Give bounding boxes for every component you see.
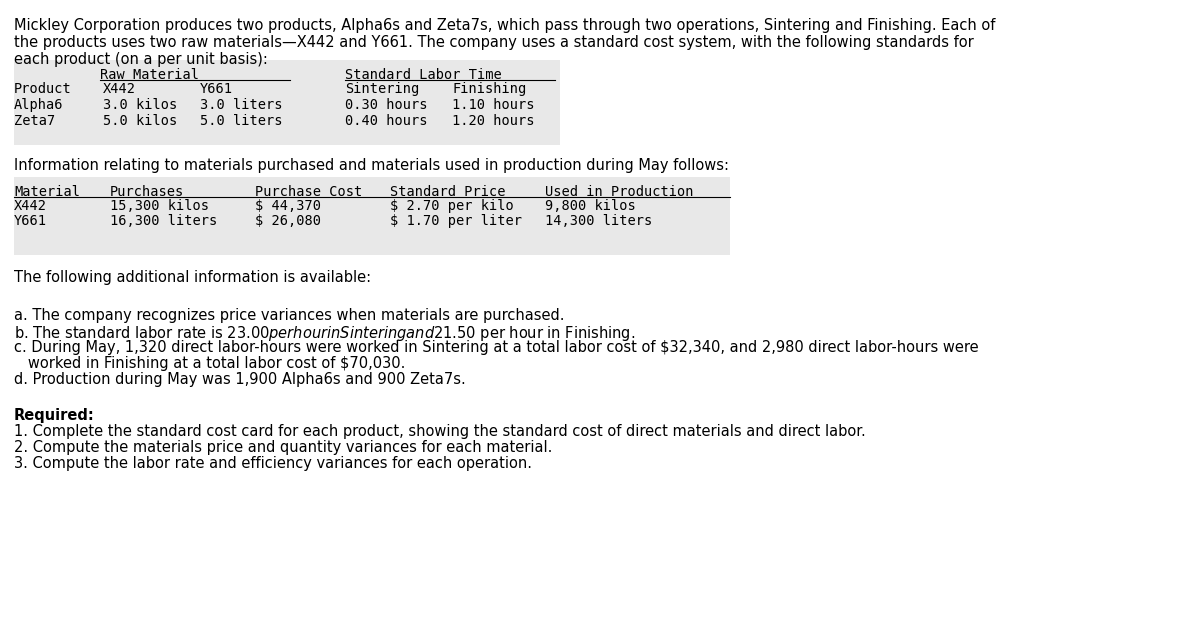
Text: b. The standard labor rate is $23.00 per hour in Sintering and $21.50 per hour i: b. The standard labor rate is $23.00 per… [14, 324, 635, 343]
Text: $ 2.70 per kilo: $ 2.70 per kilo [390, 199, 514, 213]
Text: Information relating to materials purchased and materials used in production dur: Information relating to materials purcha… [14, 158, 730, 173]
Text: Finishing: Finishing [452, 82, 527, 96]
Text: $ 1.70 per liter: $ 1.70 per liter [390, 214, 522, 228]
Text: each product (on a per unit basis):: each product (on a per unit basis): [14, 52, 268, 67]
Text: 3.0 liters: 3.0 liters [200, 98, 282, 112]
Text: X442: X442 [103, 82, 136, 96]
Text: Zeta7: Zeta7 [14, 114, 55, 128]
Text: 3.0 kilos: 3.0 kilos [103, 98, 178, 112]
Bar [14, 177, 730, 255]
Text: $ 44,370: $ 44,370 [256, 199, 322, 213]
Text: Material: Material [14, 185, 80, 199]
Text: c. During May, 1,320 direct labor-hours were worked in Sintering at a total labo: c. During May, 1,320 direct labor-hours … [14, 340, 979, 355]
Text: the products uses two raw materials—X442 and Y661. The company uses a standard c: the products uses two raw materials—X442… [14, 35, 973, 50]
Text: Sintering: Sintering [346, 82, 419, 96]
Text: Required:: Required: [14, 408, 95, 423]
Text: Mickley Corporation produces two products, Alpha6s and Zeta7s, which pass throug: Mickley Corporation produces two product… [14, 18, 995, 33]
Text: Used in Production: Used in Production [545, 185, 694, 199]
Text: 9,800 kilos: 9,800 kilos [545, 199, 636, 213]
Text: 16,300 liters: 16,300 liters [110, 214, 217, 228]
Text: worked in Finishing at a total labor cost of $70,030.: worked in Finishing at a total labor cos… [14, 356, 406, 371]
Text: Alpha6: Alpha6 [14, 98, 64, 112]
Text: 5.0 liters: 5.0 liters [200, 114, 282, 128]
Text: The following additional information is available:: The following additional information is … [14, 270, 371, 285]
Text: 0.30 hours: 0.30 hours [346, 98, 427, 112]
Text: Y661: Y661 [200, 82, 233, 96]
Text: Product: Product [14, 82, 72, 96]
Text: 1.10 hours: 1.10 hours [452, 98, 534, 112]
Text: 3. Compute the labor rate and efficiency variances for each operation.: 3. Compute the labor rate and efficiency… [14, 456, 532, 471]
Text: Raw Material: Raw Material [100, 68, 199, 82]
Bar [14, 60, 560, 145]
Text: 1.20 hours: 1.20 hours [452, 114, 534, 128]
Text: X442: X442 [14, 199, 47, 213]
Text: 2. Compute the materials price and quantity variances for each material.: 2. Compute the materials price and quant… [14, 440, 552, 455]
Text: Y661: Y661 [14, 214, 47, 228]
Text: Standard Labor Time: Standard Labor Time [346, 68, 502, 82]
Text: d. Production during May was 1,900 Alpha6s and 900 Zeta7s.: d. Production during May was 1,900 Alpha… [14, 372, 466, 387]
Text: Purchase Cost: Purchase Cost [256, 185, 362, 199]
Text: 1. Complete the standard cost card for each product, showing the standard cost o: 1. Complete the standard cost card for e… [14, 424, 865, 439]
Text: Standard Price: Standard Price [390, 185, 505, 199]
Text: $ 26,080: $ 26,080 [256, 214, 322, 228]
Text: 14,300 liters: 14,300 liters [545, 214, 653, 228]
Text: 15,300 kilos: 15,300 kilos [110, 199, 209, 213]
Text: 5.0 kilos: 5.0 kilos [103, 114, 178, 128]
Text: 0.40 hours: 0.40 hours [346, 114, 427, 128]
Text: a. The company recognizes price variances when materials are purchased.: a. The company recognizes price variance… [14, 308, 564, 323]
Text: Purchases: Purchases [110, 185, 185, 199]
